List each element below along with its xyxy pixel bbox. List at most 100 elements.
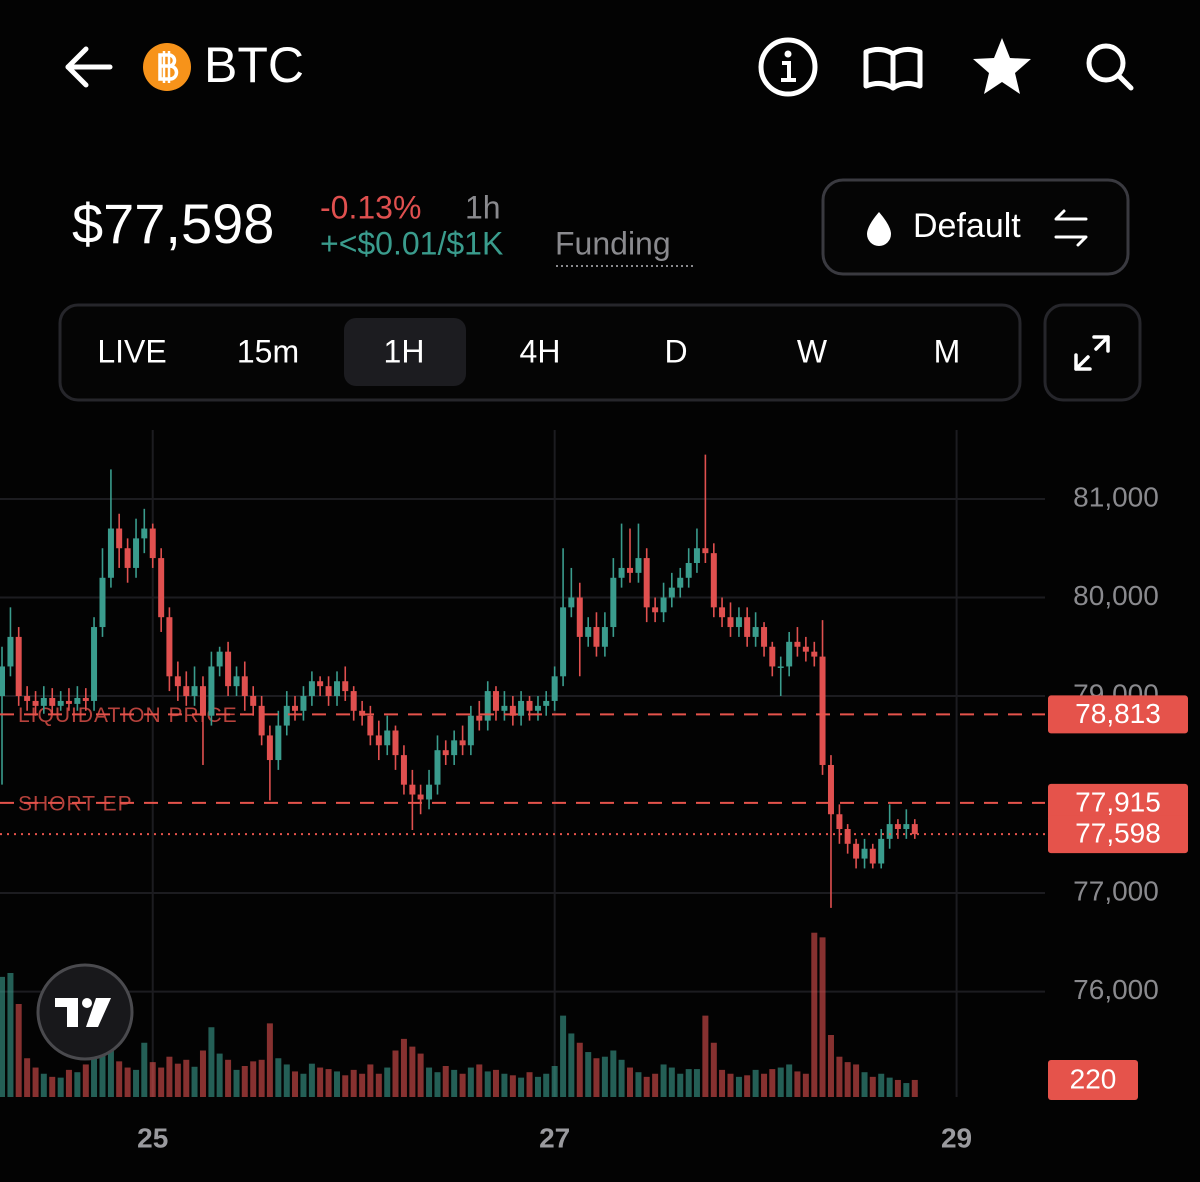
volume-tag (1048, 1059, 1138, 1100)
candle-body (719, 607, 726, 618)
candle-body (627, 567, 634, 573)
book-button[interactable] (863, 46, 923, 91)
candle-body (911, 824, 918, 835)
candle-body (283, 705, 290, 726)
volume-bar (861, 1072, 868, 1097)
volume-bar (325, 1069, 332, 1097)
candle-body (484, 691, 491, 721)
candle-body (417, 794, 424, 800)
volume-bar (819, 937, 826, 1097)
volume-bar (744, 1075, 751, 1097)
volume-bar (719, 1069, 726, 1097)
candle-body (57, 700, 64, 706)
candle-body (107, 528, 114, 578)
volume-bar (735, 1076, 742, 1097)
timeframe-bar (58, 303, 1022, 402)
volume-bar (727, 1073, 734, 1097)
volume-bar (576, 1042, 583, 1097)
candle-body (802, 646, 809, 652)
search-button[interactable] (1086, 43, 1134, 91)
candle-body (769, 646, 776, 667)
volume-bar (308, 1063, 315, 1097)
marker-line-label: LIQUIDATION PRICE (18, 704, 238, 727)
volume-bar (32, 1067, 39, 1097)
y-tick-label: 81,000 (1073, 481, 1159, 512)
candle-body (643, 558, 650, 608)
timeframe-button[interactable]: LIVE (97, 333, 166, 369)
candle-body (903, 824, 910, 830)
candle-body (752, 627, 759, 637)
y-tick-label: 76,000 (1073, 974, 1159, 1005)
timeframe-button[interactable]: D (664, 333, 687, 369)
volume-bar (836, 1056, 843, 1097)
volume-bar (886, 1077, 893, 1097)
candle-body (300, 696, 307, 711)
candle-body (116, 528, 123, 549)
volume-bar (65, 1069, 72, 1097)
volume-bar (585, 1052, 592, 1097)
timeframe-button[interactable]: 1H (384, 333, 425, 369)
volume-bar (869, 1076, 876, 1097)
candle-body (442, 750, 449, 756)
volume-bar (166, 1056, 173, 1097)
candle-body (844, 829, 851, 844)
candle-body (509, 705, 516, 716)
candle-body (308, 681, 315, 697)
volume-bar (878, 1073, 885, 1097)
candle-body (325, 686, 332, 697)
volume-bar (627, 1067, 634, 1097)
candle-body (0, 666, 6, 697)
expand-button[interactable] (1043, 303, 1142, 402)
mode-button[interactable]: Default (821, 178, 1130, 276)
mode-label: Default (913, 207, 1021, 245)
volume-bar (292, 1071, 299, 1097)
funding-rate: +<$0.01/$1K (320, 225, 503, 261)
volume-bar (451, 1069, 458, 1097)
volume-bar (551, 1066, 558, 1097)
candle-body (191, 686, 198, 697)
price-tag-label: 77,598 (1075, 818, 1161, 849)
tradingview-logo[interactable] (36, 963, 134, 1061)
last-price: $77,598 (72, 192, 274, 255)
volume-bar (300, 1073, 307, 1097)
volume-bar (342, 1075, 349, 1097)
volume-bar (518, 1077, 525, 1097)
chart: 25 27 2976,00077,00079,00080,00081,000LIQU… (0, 430, 1188, 1153)
volume-bar (208, 1027, 215, 1097)
candle-body (853, 843, 860, 859)
candle-body (827, 764, 834, 815)
volume-bar (710, 1042, 717, 1097)
timeframe-selected (344, 318, 466, 386)
volume-bar (384, 1067, 391, 1097)
candle-body (677, 577, 684, 588)
timeframe-button[interactable]: W (797, 333, 828, 369)
timeframe-button[interactable]: 4H (520, 333, 561, 369)
candle-body (74, 697, 81, 704)
volume-bar (24, 1058, 31, 1097)
candle-body (409, 784, 416, 795)
info-button[interactable] (758, 37, 818, 97)
volume-bar (794, 1071, 801, 1097)
back-button[interactable] (65, 46, 113, 88)
funding-label[interactable]: Funding (555, 225, 671, 261)
volume-bar (802, 1073, 809, 1097)
timeframe-button[interactable]: M (934, 333, 961, 369)
candle-body (40, 697, 47, 706)
candle-body (208, 666, 215, 716)
candle-body (334, 681, 341, 697)
volume-bar (250, 1061, 257, 1097)
candle-body (568, 597, 575, 608)
volume-bar (359, 1073, 366, 1097)
volume-bar (258, 1059, 265, 1097)
volume-bar (903, 1083, 910, 1097)
favorite-button[interactable] (973, 38, 1031, 94)
volume-bar (149, 1062, 156, 1097)
timeframe-button[interactable]: 15m (237, 333, 299, 369)
volume-bar (601, 1056, 608, 1097)
volume-bar (668, 1067, 675, 1097)
volume-bar (769, 1069, 776, 1097)
volume-bar (216, 1053, 223, 1097)
volume-bar (124, 1067, 131, 1097)
